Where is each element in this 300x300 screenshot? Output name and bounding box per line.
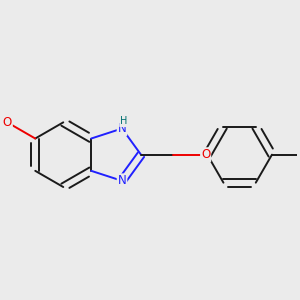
Text: O: O [3, 116, 12, 129]
Text: O: O [201, 148, 210, 161]
Text: H: H [120, 116, 127, 126]
Text: N: N [118, 122, 126, 135]
Text: N: N [118, 174, 126, 187]
